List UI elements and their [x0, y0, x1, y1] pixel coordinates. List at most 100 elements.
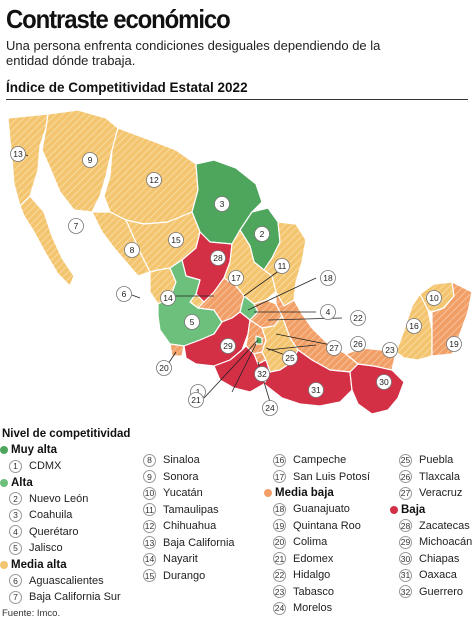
map-label-13: 13	[10, 146, 26, 162]
legend-item: 21 Edomex	[264, 551, 370, 568]
page-subtitle: Una persona enfrenta condiciones desigua…	[6, 38, 381, 68]
source-note: Fuente: Imco.	[2, 608, 61, 619]
svg-text:17: 17	[231, 273, 241, 283]
legend-item: 28 Zacatecas	[390, 518, 472, 535]
svg-text:12: 12	[149, 175, 159, 185]
map-label-29: 29	[220, 338, 236, 354]
legend-item-name: Baja California Sur	[29, 591, 121, 604]
map-title: Índice de Competitividad Estatal 2022	[6, 80, 248, 95]
legend-category: Baja	[390, 502, 472, 518]
svg-text:1: 1	[196, 387, 201, 397]
legend-title: Nivel de competitividad	[2, 428, 131, 440]
legend-item-number: 26	[399, 470, 412, 484]
legend-item-name: Querétaro	[29, 525, 79, 538]
legend-column: Muy alta 1 CDMX Alta 2 Nuevo León 3 Coahuila 4 Qu…	[0, 442, 121, 606]
legend-item-number: 3	[9, 508, 22, 522]
legend-item: 20 Colima	[264, 534, 370, 551]
legend-category-label: Media alta	[11, 558, 67, 571]
legend-item-number: 24	[273, 601, 286, 615]
legend-item-name: Tamaulipas	[163, 503, 219, 516]
legend-item-name: Quintana Roo	[293, 519, 361, 532]
svg-text:2: 2	[260, 229, 265, 239]
legend-item-name: Hidalgo	[293, 569, 331, 582]
legend-item-name: Tlaxcala	[419, 470, 460, 483]
legend-item-number: 21	[273, 552, 286, 566]
legend-item-name: Durango	[163, 569, 206, 582]
legend-item-name: Yucatán	[163, 487, 203, 500]
legend-item-number: 22	[273, 568, 286, 582]
map-label-31: 31	[308, 382, 324, 398]
legend-item-number: 4	[9, 525, 22, 539]
legend-item-number: 30	[399, 552, 412, 566]
state-baja-california-sur	[19, 195, 75, 287]
svg-text:27: 27	[329, 343, 339, 353]
legend-item-number: 23	[273, 585, 286, 599]
legend-item-number: 9	[143, 470, 156, 484]
map-label-21: 21	[188, 392, 204, 408]
legend-item-number: 14	[143, 552, 156, 566]
legend-item: 10 Yucatán	[134, 485, 235, 502]
map-label-26: 26	[350, 336, 366, 352]
svg-text:11: 11	[278, 261, 287, 271]
legend-item: 32 Guerrero	[390, 584, 472, 601]
map-label-20: 20	[156, 360, 172, 376]
legend-item-number: 11	[143, 503, 156, 517]
svg-text:26: 26	[353, 339, 363, 349]
svg-text:8: 8	[130, 245, 135, 255]
legend-item: 30 Chiapas	[390, 551, 472, 568]
svg-text:13: 13	[13, 149, 23, 159]
map-label-19: 19	[446, 336, 462, 352]
legend-item-name: Oaxaca	[419, 569, 457, 582]
legend-item: 9 Sonora	[134, 469, 235, 486]
legend-item-name: Chihuahua	[163, 520, 217, 533]
svg-text:7: 7	[74, 221, 79, 231]
legend-item-name: Coahuila	[29, 509, 73, 522]
map-label-9: 9	[82, 152, 98, 168]
map-label-8: 8	[124, 242, 140, 258]
legend-item-number: 8	[143, 453, 156, 467]
legend-item: 19 Quintana Roo	[264, 518, 370, 535]
legend-column: 16 Campeche 17 San Luis Potosí Media baja 18 G…	[264, 452, 370, 617]
legend-item-name: Puebla	[419, 454, 454, 467]
svg-text:5: 5	[190, 317, 195, 327]
state-sonora	[41, 109, 119, 213]
legend-item-number: 18	[273, 502, 286, 516]
map-label-16: 16	[406, 318, 422, 334]
legend-item: 13 Baja California	[134, 535, 235, 552]
legend-item-name: Zacatecas	[419, 519, 470, 532]
legend-item-number: 15	[143, 569, 156, 583]
map-label-3: 3	[214, 196, 230, 212]
legend-column: 8 Sinaloa 9 Sonora 10 Yucatán 11 Tamaulipas 12 Ch…	[134, 452, 235, 584]
legend-item: 16 Campeche	[264, 452, 370, 469]
legend-item-name: Chiapas	[419, 552, 460, 565]
legend-item: 6 Aguascalientes	[0, 573, 121, 590]
state-colima	[169, 343, 185, 357]
legend-item: 4 Querétaro	[0, 524, 121, 541]
legend-item-number: 19	[273, 519, 286, 533]
legend-item-number: 5	[9, 541, 22, 555]
svg-text:31: 31	[311, 385, 321, 395]
legend-item: 15 Durango	[134, 568, 235, 585]
legend-item-name: Tabasco	[293, 585, 334, 598]
svg-text:32: 32	[257, 369, 267, 379]
map-label-17: 17	[228, 270, 244, 286]
legend-item-name: Baja California	[163, 536, 235, 549]
page-title: Contraste económico	[6, 4, 231, 34]
svg-text:21: 21	[191, 395, 201, 405]
map-label-18: 18	[320, 270, 336, 286]
legend-item-number: 6	[9, 574, 22, 588]
map-label-5: 5	[184, 314, 200, 330]
map-label-22: 22	[350, 310, 366, 326]
svg-text:24: 24	[265, 403, 275, 413]
svg-text:28: 28	[213, 253, 223, 263]
legend-item: 25 Puebla	[390, 452, 472, 469]
legend-item-name: CDMX	[29, 460, 62, 473]
map-label-27: 27	[326, 340, 342, 356]
legend-item: 17 San Luis Potosí	[264, 469, 370, 486]
legend-item: 18 Guanajuato	[264, 501, 370, 518]
legend-item: 3 Coahuila	[0, 507, 121, 524]
legend-item: 5 Jalisco	[0, 540, 121, 557]
legend-item-number: 16	[273, 453, 286, 467]
legend-item: 11 Tamaulipas	[134, 502, 235, 519]
legend-item: 22 Hidalgo	[264, 567, 370, 584]
